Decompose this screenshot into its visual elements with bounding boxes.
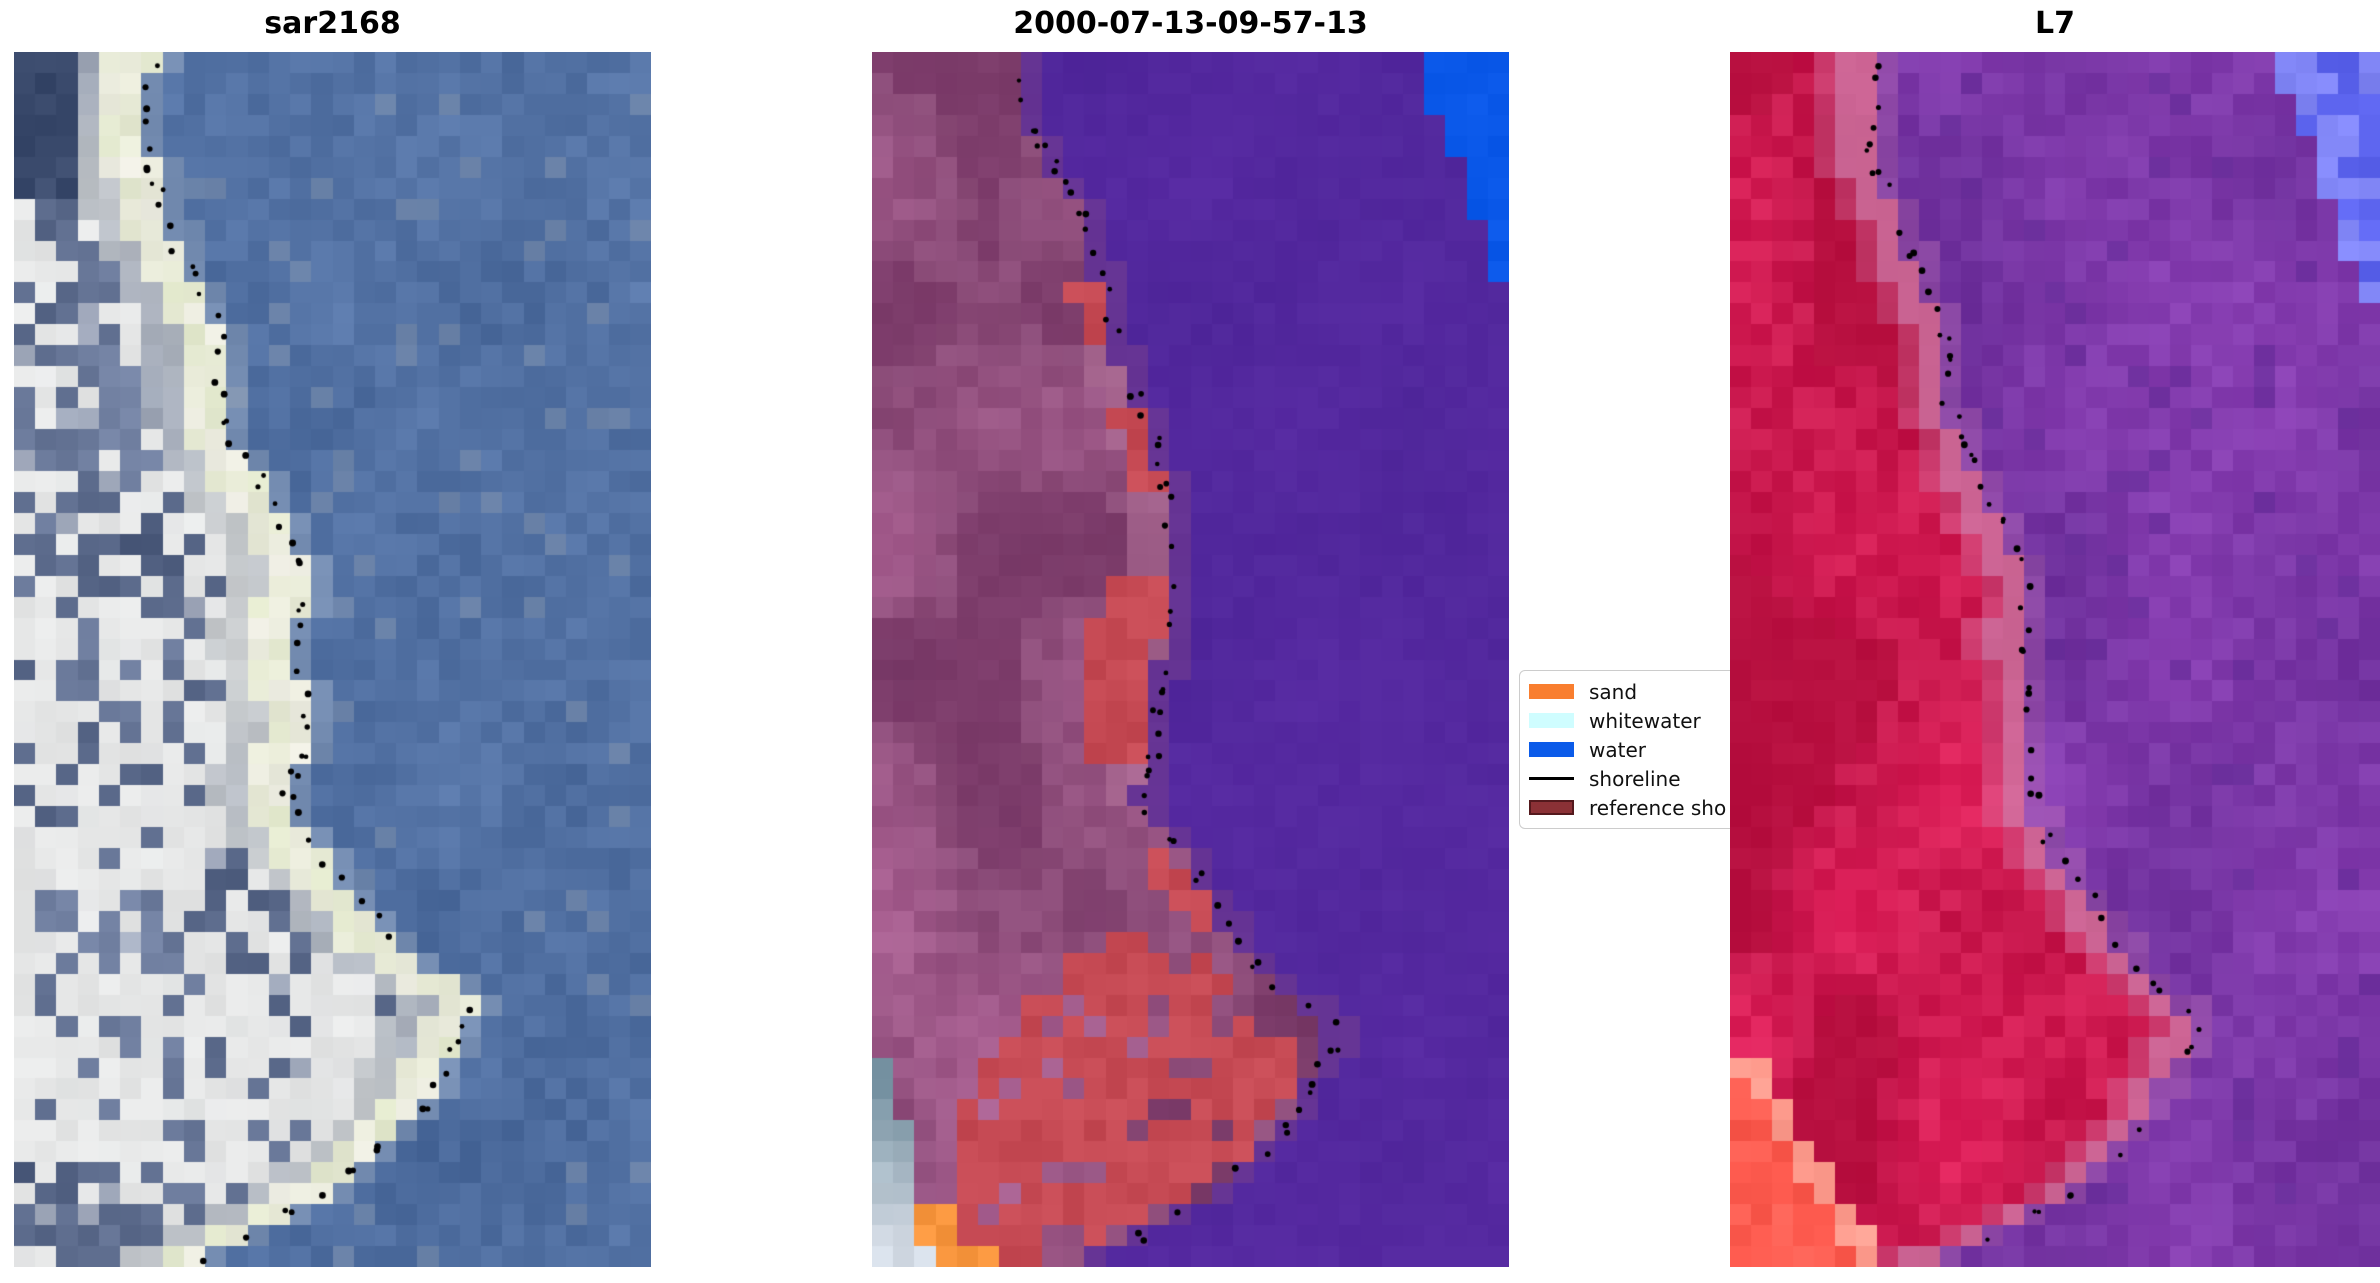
- panel-title-classified: 2000-07-13-09-57-13: [1013, 6, 1368, 41]
- reference-shoreline-swatch-icon: [1529, 800, 1574, 815]
- legend-label-water: water: [1589, 737, 1646, 762]
- sar2168-image: [14, 52, 651, 1267]
- sand-swatch-icon: [1529, 684, 1574, 699]
- legend-row-water: water: [1529, 735, 1781, 764]
- legend-label-reference-shoreline: reference sho: [1589, 795, 1727, 820]
- l7-image: [1730, 52, 2380, 1267]
- legend-row-reference-shoreline: reference sho: [1529, 793, 1781, 822]
- legend-row-shoreline: shoreline: [1529, 764, 1781, 793]
- legend-label-whitewater: whitewater: [1589, 708, 1701, 733]
- shoreline-line-icon: [1529, 777, 1574, 780]
- whitewater-swatch-icon: [1529, 713, 1574, 728]
- legend-label-shoreline: shoreline: [1589, 766, 1681, 791]
- classified-image: [872, 52, 1509, 1267]
- water-swatch-icon: [1529, 742, 1574, 757]
- legend-row-whitewater: whitewater: [1529, 706, 1781, 735]
- panel-title-l7: L7: [2035, 6, 2075, 41]
- legend-label-sand: sand: [1589, 679, 1638, 704]
- legend-row-sand: sand: [1529, 677, 1781, 706]
- panel-title-sar2168: sar2168: [264, 6, 401, 41]
